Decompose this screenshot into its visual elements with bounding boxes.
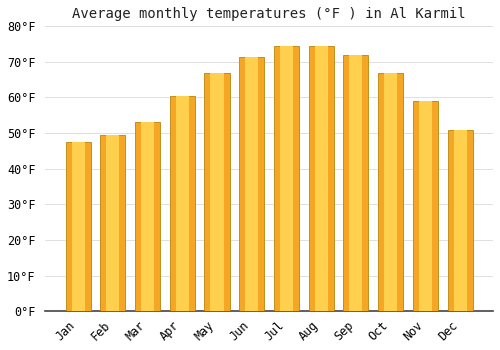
Bar xyxy=(239,57,264,311)
Bar xyxy=(413,101,438,311)
Bar xyxy=(378,72,403,311)
Bar xyxy=(308,46,334,311)
Bar xyxy=(176,96,189,311)
Bar xyxy=(350,55,362,311)
Bar xyxy=(170,96,195,311)
Bar xyxy=(314,46,328,311)
Bar xyxy=(280,46,293,311)
Bar xyxy=(245,57,258,311)
Bar xyxy=(135,122,160,311)
Bar xyxy=(448,130,472,311)
Bar xyxy=(204,72,230,311)
Bar xyxy=(100,135,126,311)
Bar xyxy=(454,130,466,311)
Bar xyxy=(66,142,90,311)
Bar xyxy=(72,142,85,311)
Bar xyxy=(106,135,120,311)
Bar xyxy=(384,72,397,311)
Title: Average monthly temperatures (°F ) in Al Karmil: Average monthly temperatures (°F ) in Al… xyxy=(72,7,466,21)
Bar xyxy=(274,46,299,311)
Bar xyxy=(210,72,224,311)
Bar xyxy=(141,122,154,311)
Bar xyxy=(344,55,368,311)
Bar xyxy=(419,101,432,311)
